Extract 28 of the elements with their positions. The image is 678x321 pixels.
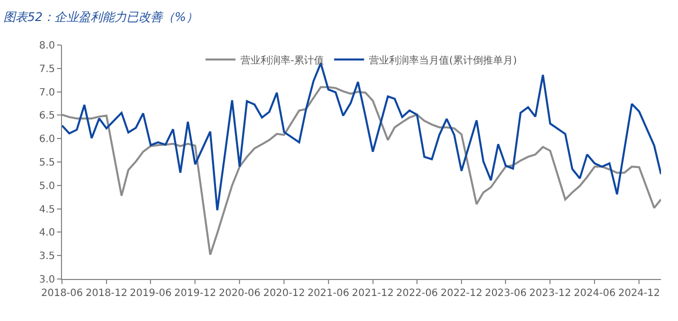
y-tick-label: 6.0 bbox=[39, 134, 55, 146]
y-tick-label: 5.0 bbox=[39, 180, 55, 192]
y-tick-label: 4.0 bbox=[39, 228, 55, 239]
legend-label: 营业利润率当月值(累计倒推单月) bbox=[369, 54, 518, 66]
y-tick-label: 7.5 bbox=[39, 64, 55, 75]
y-tick-label: 4.5 bbox=[39, 204, 55, 216]
x-tick-label: 2018-06 bbox=[41, 288, 83, 299]
x-tick-label: 2019-12 bbox=[174, 288, 216, 299]
legend-label: 营业利润率-累计值 bbox=[240, 54, 324, 66]
x-tick-label: 2019-06 bbox=[130, 288, 172, 299]
x-tick-label: 2024-12 bbox=[618, 288, 660, 299]
x-tick-label: 2018-12 bbox=[86, 288, 128, 299]
x-tick-label: 2020-06 bbox=[218, 288, 261, 299]
y-tick-label: 7.0 bbox=[39, 87, 55, 98]
y-tick-label: 6.5 bbox=[39, 110, 55, 122]
y-tick-label: 5.5 bbox=[39, 158, 55, 168]
x-tick-label: 2022-12 bbox=[440, 288, 482, 299]
x-tick-label: 2023-12 bbox=[529, 288, 572, 299]
y-tick-label: 3.0 bbox=[39, 274, 55, 286]
x-tick-label: 2020-12 bbox=[263, 288, 305, 299]
x-tick-label: 2021-06 bbox=[307, 288, 350, 299]
chart-title: 图表52：企业盈利能力已改善（%） bbox=[3, 10, 198, 24]
y-tick-label: 8.0 bbox=[39, 40, 55, 52]
x-tick-label: 2024-06 bbox=[574, 288, 616, 299]
x-tick-label: 2021-12 bbox=[352, 288, 394, 299]
y-tick-label: 3.5 bbox=[39, 251, 55, 262]
x-tick-label: 2022-06 bbox=[396, 288, 438, 299]
x-tick-label: 2023-06 bbox=[484, 288, 527, 299]
